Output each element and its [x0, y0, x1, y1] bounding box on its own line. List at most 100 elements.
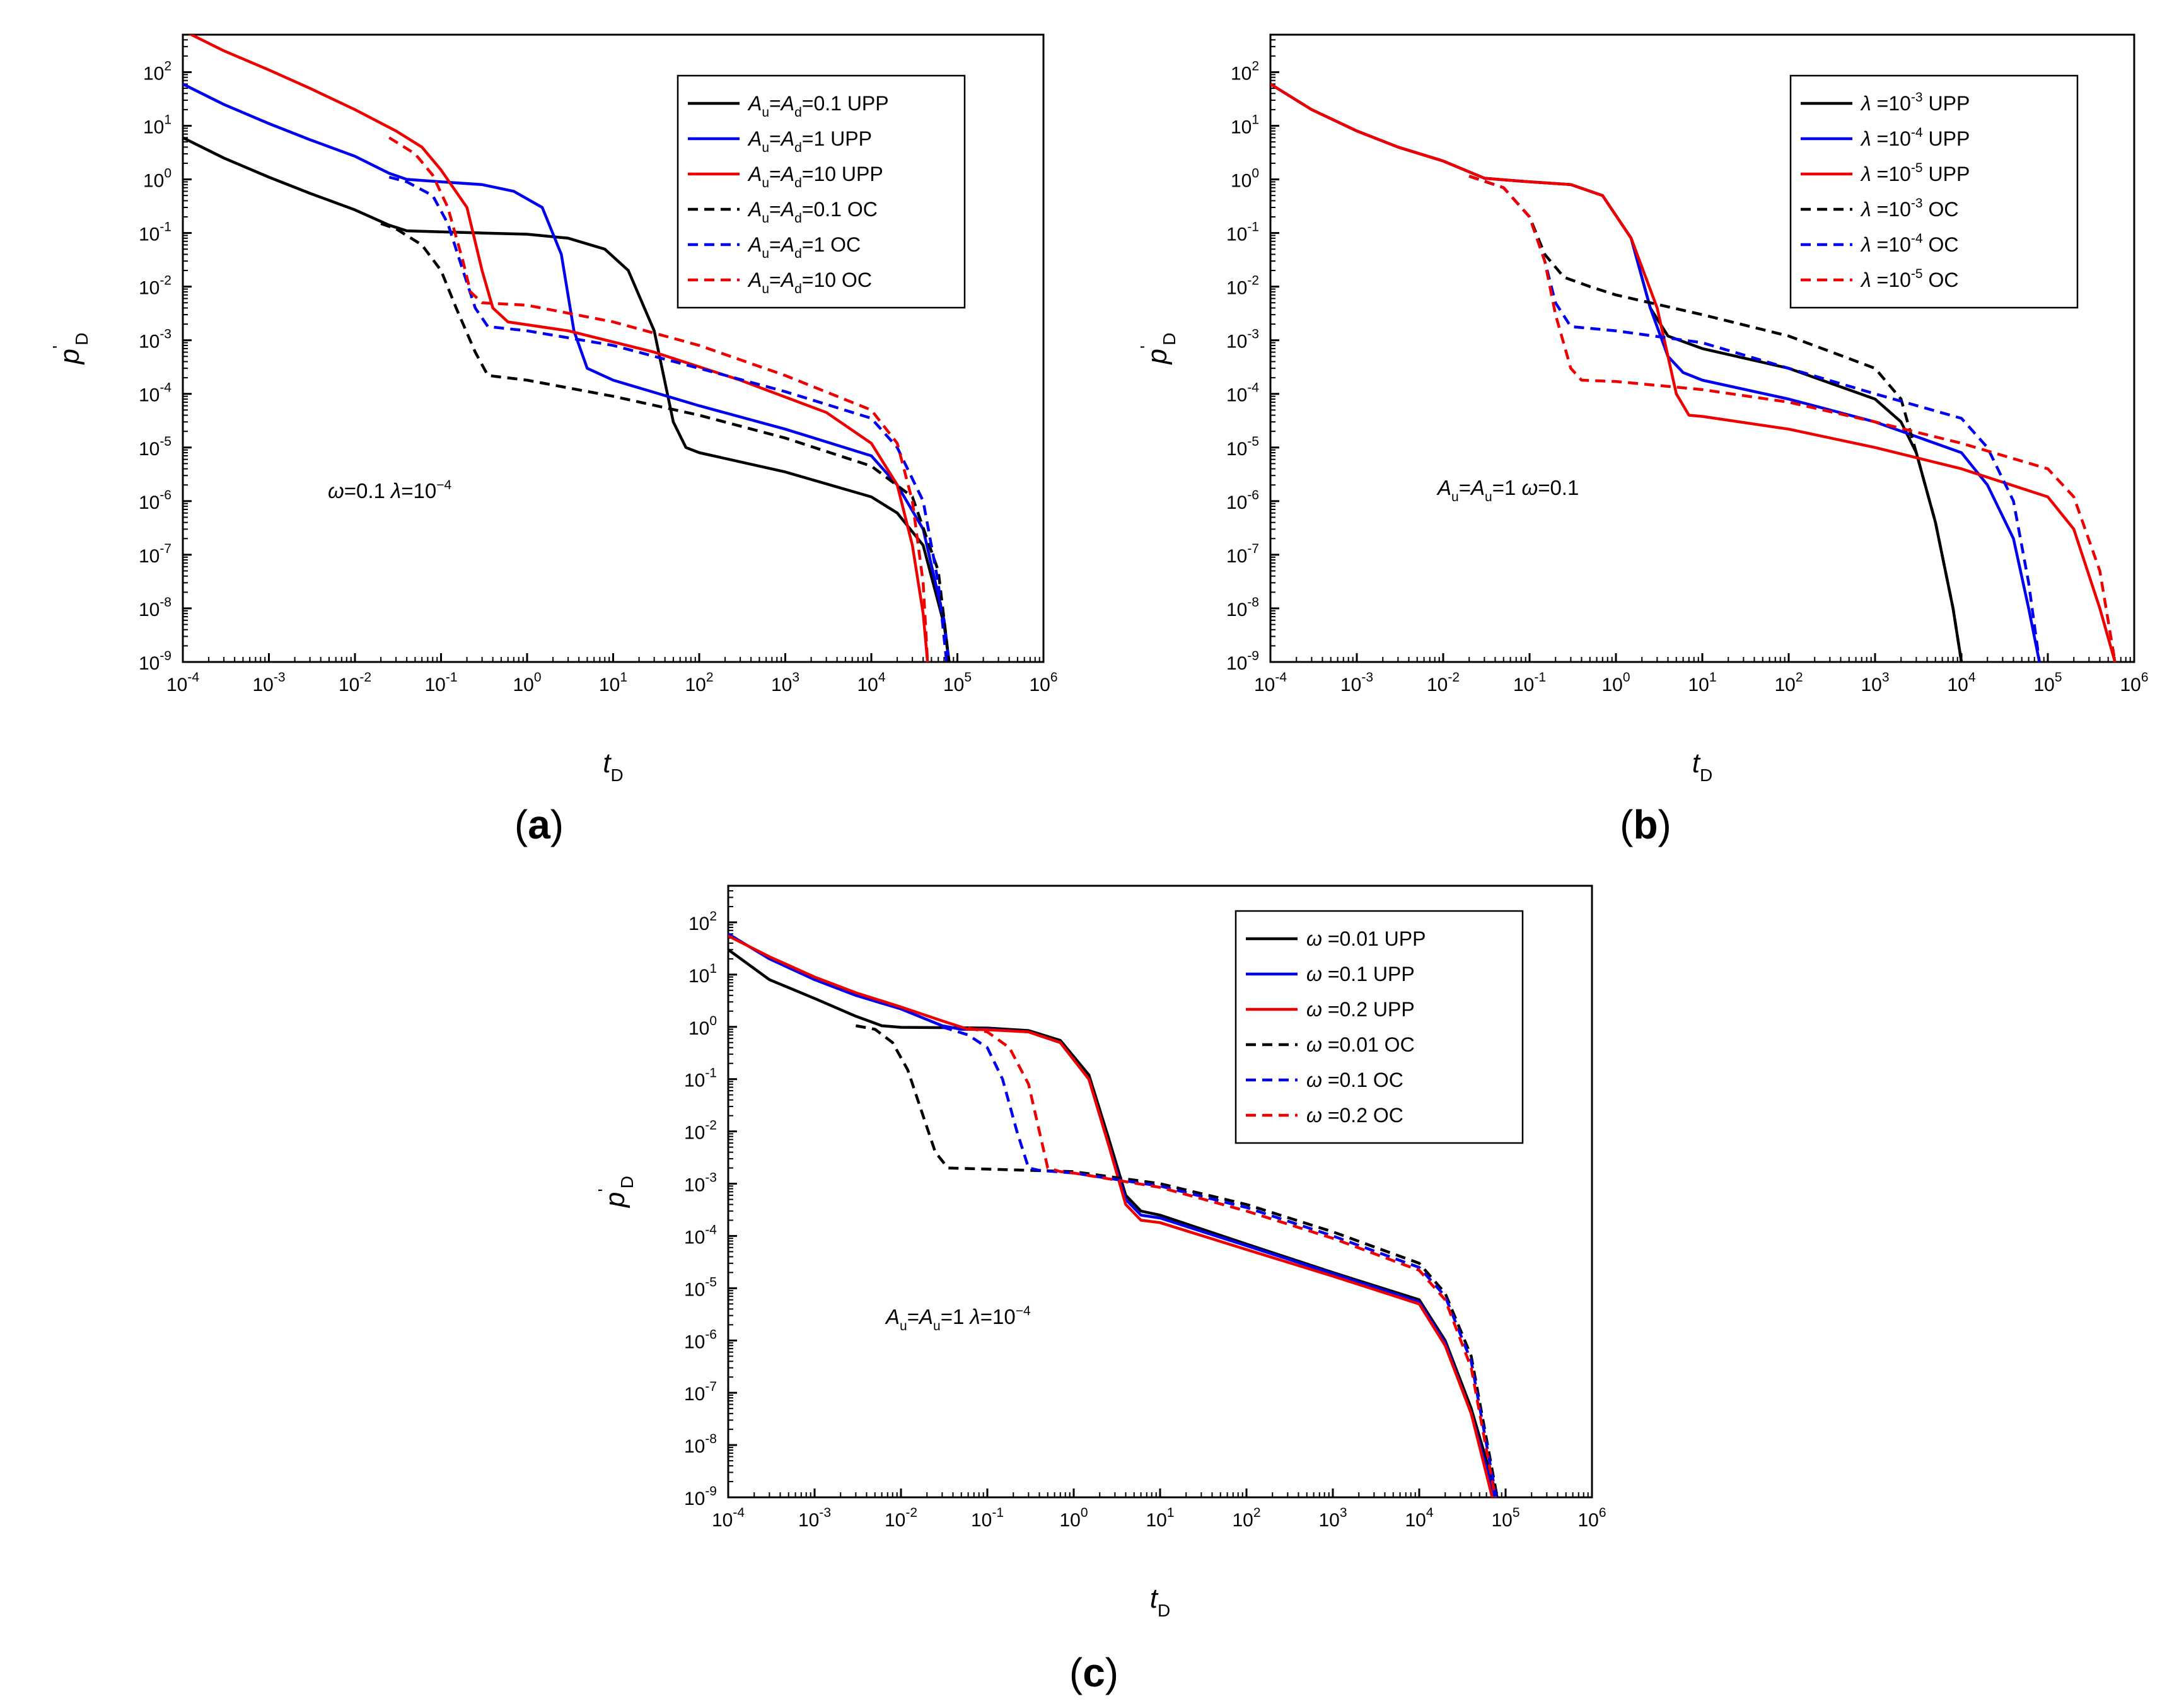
legend-label: Au=Ad=1 OC [747, 233, 861, 261]
y-tick-label: 101 [143, 112, 171, 137]
legend-label: Au=Ad=10 UPP [747, 163, 883, 190]
y-axis-title: p'D [49, 332, 91, 365]
y-axis-title: p'D [595, 1176, 637, 1209]
x-tick-label: 10-2 [339, 670, 371, 695]
x-tick-label: 10-1 [424, 670, 457, 695]
series-line-a-2 [183, 83, 951, 662]
panel-annotation: Au=Au=1 λ=10−4 [885, 1304, 1031, 1333]
y-tick-label: 10-4 [139, 381, 171, 406]
legend-label: λ =10-4 OC [1860, 231, 1959, 256]
y-tick-label: 102 [688, 909, 717, 934]
y-tick-label: 102 [1231, 59, 1259, 84]
legend-label: ω =0.1 OC [1306, 1069, 1403, 1091]
series-lines [183, 35, 951, 662]
x-tick-label: 103 [771, 670, 799, 695]
x-axis-title: tD [1692, 748, 1712, 785]
y-tick-label: 100 [1231, 166, 1259, 192]
panel-label: (b) [1620, 802, 1671, 847]
x-tick-label: 10-4 [1254, 670, 1287, 695]
series-line-b-6 [1468, 175, 2117, 662]
legend-box [677, 74, 966, 309]
x-axis-title: tD [603, 748, 623, 785]
y-tick-label: 10-7 [1226, 542, 1259, 567]
x-tick-label: 100 [1601, 670, 1630, 695]
y-tick-label: 10-8 [1226, 595, 1259, 620]
legend-box [1789, 74, 2079, 309]
series-line-a-1 [183, 136, 951, 662]
y-tick-label: 10-9 [1226, 649, 1259, 674]
y-tick-label: 10-4 [1226, 381, 1259, 406]
y-tick-label: 100 [143, 166, 171, 192]
legend-label: Au=Ad=0.1 OC [747, 198, 878, 226]
y-tick-label: 10-3 [684, 1171, 717, 1196]
series-lines [728, 932, 1499, 1497]
x-tick-label: 101 [1146, 1506, 1174, 1531]
y-tick-label: 101 [688, 961, 717, 987]
legend-label: Au=Ad=0.1 UPP [747, 92, 889, 120]
legend-label: λ =10-5 OC [1860, 267, 1959, 291]
y-tick-label: 10-3 [1226, 327, 1259, 352]
legend-label: λ =10-3 OC [1860, 196, 1959, 221]
y-tick-label: 10-5 [139, 434, 171, 460]
y-tick-label: 10-2 [139, 274, 171, 299]
x-tick-label: 101 [599, 670, 627, 695]
x-tick-label: 101 [1688, 670, 1716, 695]
panel-label: (a) [514, 802, 564, 847]
legend: ω =0.01 UPP ω =0.1 UPP ω =0.2 UPP ω =0.01 O… [1234, 910, 1524, 1144]
x-tick-label: 104 [1947, 670, 1975, 695]
y-tick-label: 10-1 [139, 220, 171, 245]
y-tick-label: 10-8 [684, 1432, 717, 1457]
y-tick-label: 10-2 [1226, 274, 1259, 299]
x-tick-label: 106 [1029, 670, 1057, 695]
x-tick-label: 10-2 [1427, 670, 1460, 695]
legend-label: λ =10-4 UPP [1860, 125, 1970, 150]
legend-label: ω =0.1 UPP [1306, 963, 1415, 985]
y-tick-label: 10-6 [684, 1327, 717, 1352]
series-line-c-1 [728, 948, 1499, 1497]
series-line-c-5 [941, 1025, 1498, 1497]
x-tick-label: 103 [1318, 1506, 1347, 1531]
panel-a: 10-4 10-3 10-2 10-1 100 101 102 103 104 105 106 10-… [49, 33, 1058, 847]
x-tick-label: 106 [1577, 1506, 1606, 1531]
x-tick-label: 10-3 [252, 670, 285, 695]
x-tick-label: 105 [1491, 1506, 1519, 1531]
y-tick-label: 10-9 [139, 649, 171, 674]
x-tick-label: 100 [513, 670, 541, 695]
x-tick-label: 10-1 [1513, 670, 1546, 695]
series-line-c-6 [968, 1026, 1497, 1497]
panel-b: 10-4 10-3 10-2 10-1 100 101 102 103 104 105 106 10-… [1137, 33, 2149, 847]
y-tick-label: 102 [143, 59, 171, 84]
x-tick-label: 106 [2120, 670, 2148, 695]
y-tick-label: 10-4 [684, 1222, 717, 1248]
series-line-b-3 [1270, 83, 2117, 662]
legend-label: λ =10-3 UPP [1860, 90, 1970, 115]
series-line-c-4 [855, 1024, 1499, 1497]
legend-label: ω =0.01 OC [1306, 1033, 1415, 1056]
x-tick-label: 105 [943, 670, 972, 695]
y-axis-title: p'D [1137, 332, 1179, 365]
x-axis-title: tD [1150, 1583, 1170, 1620]
x-tick-label: 10-2 [885, 1506, 917, 1531]
y-tick-label: 10-9 [684, 1484, 717, 1509]
y-tick-label: 10-1 [684, 1066, 717, 1091]
x-tick-label: 102 [685, 670, 713, 695]
legend: Au=Ad=0.1 UPP Au=Ad=1 UPP Au=Ad=10 UPP Au=A… [677, 74, 966, 309]
legend-label: ω =0.01 UPP [1306, 927, 1426, 950]
x-tick-label: 103 [1861, 670, 1889, 695]
legend-label: Au=Ad=10 OC [747, 269, 872, 296]
legend-label: ω =0.2 UPP [1306, 998, 1415, 1021]
x-tick-label: 10-4 [166, 670, 199, 695]
y-tick-label: 10-6 [139, 488, 171, 513]
x-tick-label: 102 [1774, 670, 1803, 695]
y-tick-label: 10-7 [684, 1379, 717, 1405]
x-tick-label: 104 [1405, 1506, 1433, 1531]
y-tick-label: 100 [688, 1014, 717, 1039]
panel-annotation: ω=0.1 λ=10−4 [328, 478, 452, 502]
legend-label: Au=Ad=1 UPP [747, 127, 872, 155]
legend-box [1234, 910, 1524, 1144]
y-tick-label: 10-7 [139, 542, 171, 567]
y-tick-label: 10-2 [684, 1118, 717, 1144]
x-tick-label: 104 [857, 670, 885, 695]
y-tick-label: 10-1 [1226, 220, 1259, 245]
